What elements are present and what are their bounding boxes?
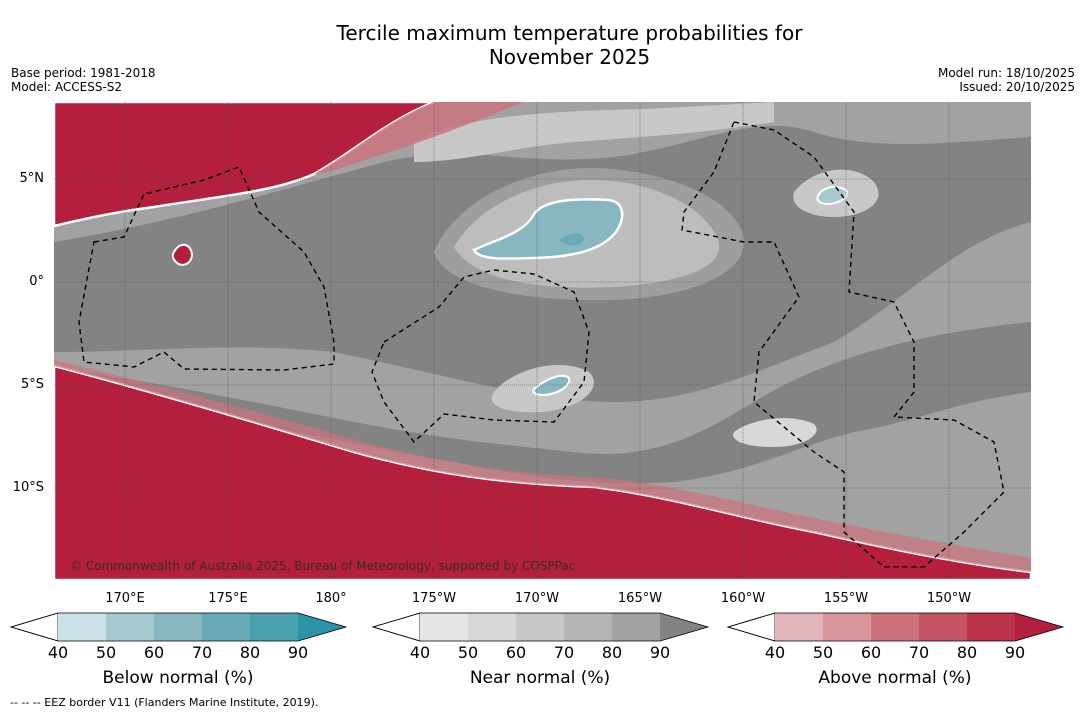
above-normal-northwest-fade (284, 102, 524, 174)
model-run: Model run: 18/10/2025 (937, 66, 1075, 80)
colorbar-near-normal (372, 612, 710, 642)
colorbar-above-normal-low-arrow (727, 612, 776, 642)
metadata-left: Base period: 1981-2018 Model: ACCESS-S2 (11, 66, 156, 94)
above-normal-spot (171, 243, 194, 266)
cb2-tick-70: 70 (553, 643, 575, 662)
title-line-2: November 2025 (488, 45, 651, 69)
eez-borders (78, 121, 1005, 568)
colorbar-near-normal-segment (468, 613, 516, 641)
colorbar-below-normal-segment (154, 613, 202, 641)
colorbar-below-normal-low-arrow (10, 612, 59, 642)
cb3-tick-70: 70 (908, 643, 930, 662)
title-line-1: Tercile maximum temperature probabilitie… (336, 21, 803, 45)
chart-title: Tercile maximum temperature probabilitie… (0, 21, 1085, 69)
cb2-tick-50: 50 (457, 643, 479, 662)
cb2-tick-90: 90 (649, 643, 671, 662)
colorbar-above-normal (727, 612, 1065, 642)
copyright-notice: © Commonwealth of Australia 2025, Bureau… (70, 559, 576, 573)
base-period: Base period: 1981-2018 (11, 66, 156, 80)
cb3-tick-90: 90 (1004, 643, 1026, 662)
below-normal-east (816, 185, 848, 206)
metadata-right: Model run: 18/10/2025 Issued: 20/10/2025 (938, 66, 1075, 94)
lon-label-160w: 160°W (720, 591, 766, 606)
colorbar-below-normal (10, 612, 348, 642)
colorbar-above-normal-label: Above normal (%) (818, 668, 972, 688)
cb1-tick-40: 40 (47, 643, 69, 662)
colorbar-near-normal-low-arrow (372, 612, 421, 642)
probability-map: © Commonwealth of Australia 2025, Bureau… (54, 102, 1031, 580)
colorbar-near-normal-high-arrow (660, 613, 708, 641)
map-grid (54, 102, 1031, 580)
colorbar-above-normal-segment (967, 613, 1015, 641)
colorbar-above-normal-segment (823, 613, 871, 641)
cb2-tick-60: 60 (505, 643, 527, 662)
cb3-tick-80: 80 (956, 643, 978, 662)
cb2-tick-80: 80 (601, 643, 623, 662)
lon-label-155w: 155°W (823, 591, 869, 606)
lat-label-5s: 5°S (20, 377, 44, 392)
colorbar-above-normal-segment (919, 613, 967, 641)
cb1-tick-60: 60 (143, 643, 165, 662)
cb3-tick-60: 60 (860, 643, 882, 662)
cb1-tick-70: 70 (191, 643, 213, 662)
below-normal-center-core (559, 233, 584, 246)
cb3-tick-40: 40 (764, 643, 786, 662)
colorbar-below-normal-segment (106, 613, 154, 641)
lon-label-180: 180° (315, 591, 347, 606)
below-normal-center (472, 198, 624, 260)
colorbar-below-normal-label: Below normal (%) (102, 668, 254, 688)
colorbar-above-normal-high-arrow (1015, 613, 1063, 641)
above-normal-south-fade (54, 360, 1031, 572)
lon-label-170w: 170°W (514, 591, 560, 606)
cb1-tick-90: 90 (287, 643, 309, 662)
issued-date: Issued: 20/10/2025 (959, 80, 1075, 94)
lon-label-165w: 165°W (617, 591, 663, 606)
map-canvas (54, 102, 1031, 580)
lat-label-10s: 10°S (12, 480, 44, 495)
lat-label-0: 0° (29, 274, 44, 289)
cb1-tick-80: 80 (239, 643, 261, 662)
eez-border-legend: -- -- -- EEZ border V11 (Flanders Marine… (10, 696, 319, 709)
cb3-tick-50: 50 (812, 643, 834, 662)
colorbar-near-normal-label: Near normal (%) (469, 668, 611, 688)
cb1-tick-50: 50 (95, 643, 117, 662)
colorbar-near-normal-segment (420, 613, 468, 641)
lon-label-175e: 175°E (208, 591, 248, 606)
lon-label-175w: 175°W (411, 591, 457, 606)
colorbar-below-normal-segment (250, 613, 298, 641)
lon-label-150w: 150°W (926, 591, 972, 606)
colorbar-near-normal-segment (516, 613, 564, 641)
colorbar-below-normal-segment (58, 613, 106, 641)
colorbar-near-normal-segment (612, 613, 660, 641)
colorbar-below-normal-segment (202, 613, 250, 641)
colorbar-above-normal-segment (871, 613, 919, 641)
below-normal-south (532, 374, 571, 397)
colorbar-below-normal-high-arrow (298, 613, 346, 641)
lat-label-5n: 5°N (19, 171, 45, 186)
cb2-tick-40: 40 (409, 643, 431, 662)
near-normal-blob-southeast (733, 418, 817, 447)
eez-border-line-islands (681, 121, 1005, 568)
model-name: Model: ACCESS-S2 (11, 80, 123, 94)
near-normal-strip-north (414, 102, 774, 162)
colorbar-above-normal-segment (775, 613, 823, 641)
colorbar-near-normal-segment (564, 613, 612, 641)
eez-border-kiribati-gilberts (78, 166, 335, 371)
lon-label-170e: 170°E (105, 591, 145, 606)
